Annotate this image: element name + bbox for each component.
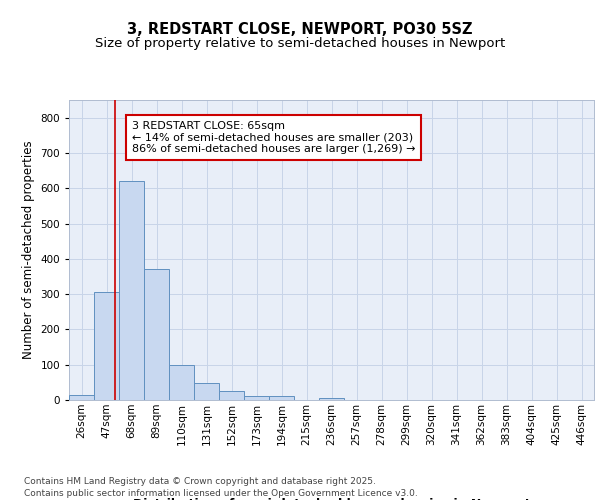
Bar xyxy=(119,181,144,400)
Bar xyxy=(194,383,219,400)
Text: 3 REDSTART CLOSE: 65sqm
← 14% of semi-detached houses are smaller (203)
86% of s: 3 REDSTART CLOSE: 65sqm ← 14% of semi-de… xyxy=(132,121,415,154)
Bar xyxy=(244,396,269,400)
Bar xyxy=(144,270,169,400)
Y-axis label: Number of semi-detached properties: Number of semi-detached properties xyxy=(22,140,35,360)
Text: Size of property relative to semi-detached houses in Newport: Size of property relative to semi-detach… xyxy=(95,38,505,51)
Bar xyxy=(269,396,294,400)
Bar xyxy=(94,292,119,400)
Text: 3, REDSTART CLOSE, NEWPORT, PO30 5SZ: 3, REDSTART CLOSE, NEWPORT, PO30 5SZ xyxy=(127,22,473,38)
Bar xyxy=(319,398,344,400)
Bar xyxy=(69,394,94,400)
Bar xyxy=(169,366,194,400)
Bar xyxy=(219,391,244,400)
Text: Contains HM Land Registry data © Crown copyright and database right 2025.
Contai: Contains HM Land Registry data © Crown c… xyxy=(24,476,418,498)
X-axis label: Distribution of semi-detached houses by size in Newport: Distribution of semi-detached houses by … xyxy=(133,498,530,500)
